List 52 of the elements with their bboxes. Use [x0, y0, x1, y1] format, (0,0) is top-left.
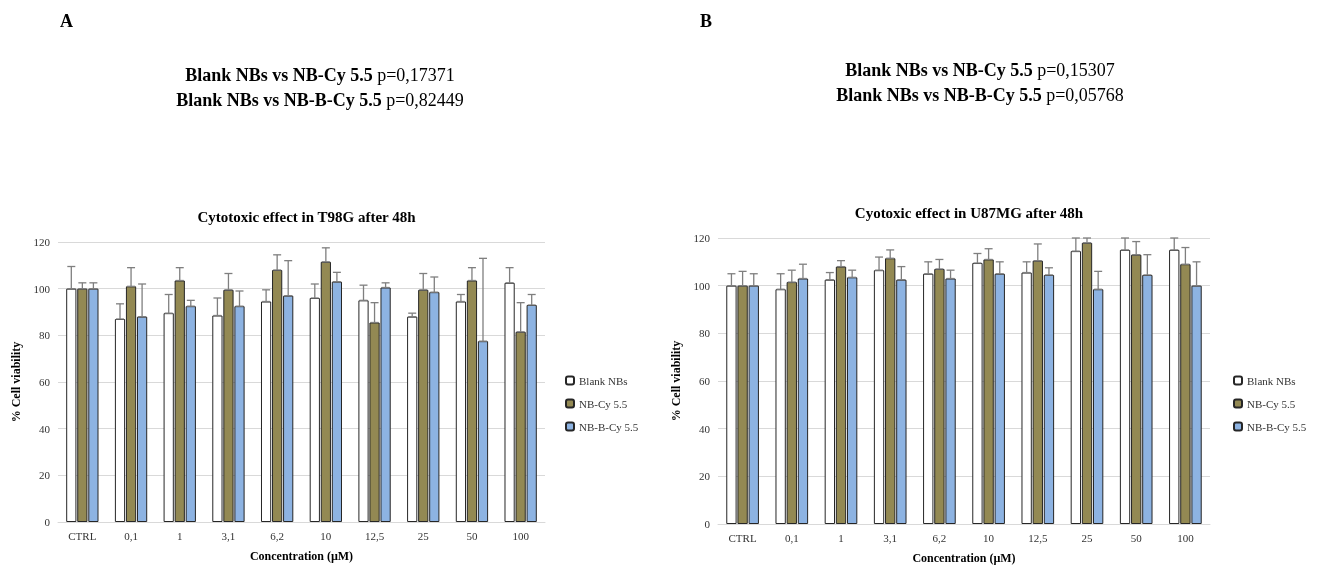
y-axis-title: % Cell viability [9, 341, 23, 423]
legend-label: NB-B-Cy 5.5 [579, 420, 639, 433]
x-tick-label: 1 [177, 529, 183, 542]
y-tick-label: 120 [693, 232, 711, 244]
y-tick-label: 100 [693, 279, 711, 292]
y-tick-label: 20 [699, 470, 711, 483]
legend-label: NB-Cy 5.5 [1247, 397, 1296, 410]
y-tick-label: 100 [33, 282, 51, 295]
x-tick-label: 0,1 [124, 529, 138, 542]
x-tick-label: 0,1 [784, 531, 799, 544]
y-tick-label: 80 [39, 329, 51, 342]
y-tick-label: 40 [699, 422, 711, 435]
x-tick-label: 6,2 [932, 531, 947, 544]
text: Blank NBs vs NB-B-Cy 5.5 p=0,05768 [836, 85, 1124, 105]
x-tick-label: 10 [320, 529, 332, 542]
x-tick-label: 50 [466, 529, 478, 542]
y-tick-label: 0 [44, 516, 51, 528]
x-tick-label: 3,1 [221, 529, 236, 542]
text: Blank NBs vs NB-B-Cy 5.5 p=0,82449 [176, 90, 464, 110]
y-tick-label: 0 [704, 518, 711, 530]
text: Blank NBs vs NB-Cy 5.5 p=0,17371 [185, 65, 455, 85]
x-tick-label: 25 [417, 529, 430, 542]
chart-title: Cytotoxic effect in T98G after 48h [197, 208, 417, 225]
legend-label: NB-Cy 5.5 [579, 397, 628, 410]
x-tick-label: CTRL [728, 531, 757, 544]
y-tick-label: 120 [33, 236, 51, 248]
x-tick-label: 100 [512, 529, 530, 542]
x-tick-label: 25 [1081, 531, 1093, 544]
legend-label: Blank NBs [1247, 374, 1296, 387]
x-tick-label: 1 [838, 531, 844, 544]
x-tick-label: 100 [1177, 531, 1195, 544]
legend-label: Blank NBs [579, 374, 628, 387]
text: A [60, 11, 73, 31]
x-axis-title: Concentration (µM) [249, 549, 354, 563]
x-axis-title: Concentration (µM) [912, 551, 1016, 565]
x-tick-label: CTRL [68, 529, 97, 542]
y-tick-label: 60 [699, 375, 711, 387]
x-tick-label: 3,1 [883, 531, 898, 544]
x-tick-label: 12,5 [364, 529, 385, 542]
x-tick-label: 6,2 [270, 529, 285, 542]
y-tick-label: 60 [39, 376, 51, 388]
y-tick-label: 40 [39, 422, 51, 435]
text: Blank NBs vs NB-Cy 5.5 p=0,15307 [845, 60, 1115, 80]
chart-title: Cyotoxic effect in U87MG after 48h [854, 204, 1084, 221]
x-tick-label: 12,5 [1028, 531, 1048, 544]
x-tick-label: 10 [983, 531, 995, 544]
y-tick-label: 20 [39, 469, 51, 482]
text: B [700, 11, 713, 31]
y-tick-label: 80 [699, 327, 711, 340]
y-axis-title: % Cell viability [669, 340, 683, 422]
legend-label: NB-B-Cy 5.5 [1247, 420, 1307, 433]
x-tick-label: 50 [1130, 531, 1143, 544]
